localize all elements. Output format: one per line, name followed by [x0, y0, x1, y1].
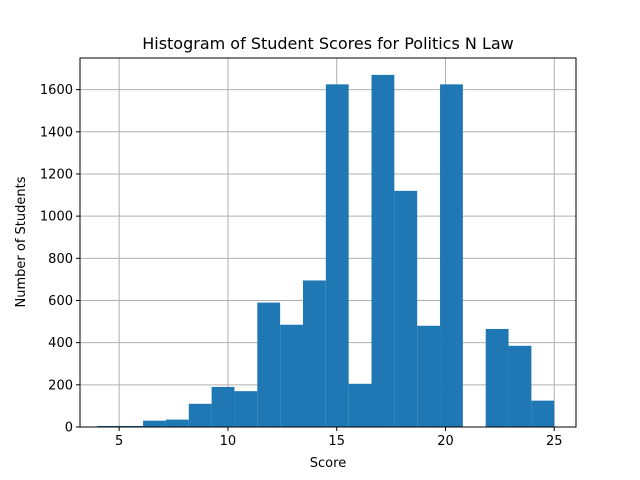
histogram-bar — [531, 400, 555, 427]
histogram-bar — [394, 190, 418, 427]
histogram-bar — [97, 425, 121, 427]
x-tick-label: 10 — [220, 434, 237, 449]
y-tick-label: 400 — [48, 336, 73, 351]
histogram-bar — [165, 419, 189, 427]
histogram-bar — [280, 324, 303, 427]
histogram-bar — [348, 383, 372, 427]
histogram-bar — [417, 325, 441, 427]
histogram-bar — [325, 84, 349, 427]
histogram-bar — [257, 302, 281, 427]
histogram-bar — [440, 84, 463, 427]
histogram-bar — [234, 391, 258, 427]
y-tick-label: 1000 — [40, 210, 73, 225]
bars-layer — [97, 74, 555, 428]
histogram-bar — [508, 345, 532, 427]
y-tick-label: 1200 — [40, 167, 73, 182]
x-axis-label: Score — [310, 456, 346, 471]
histogram-bar — [371, 74, 395, 428]
histogram-bar — [143, 420, 166, 427]
histogram-bar — [188, 403, 212, 427]
histogram-bar — [302, 280, 326, 427]
y-tick-label: 800 — [48, 252, 73, 267]
y-tick-label: 600 — [48, 294, 73, 309]
histogram-bar — [120, 425, 144, 427]
y-tick-label: 1400 — [40, 125, 73, 140]
chart-title: Histogram of Student Scores for Politics… — [142, 34, 514, 53]
x-tick-label: 5 — [115, 434, 123, 449]
y-axis-label: Number of Students — [14, 176, 29, 307]
x-tick-label: 25 — [546, 434, 563, 449]
plot-frame — [79, 57, 577, 428]
histogram-bar — [485, 328, 509, 427]
axes-layer: 5 10 15 20 25 0 200 400 600 800 1000 1200 1400 1600 — [40, 57, 577, 449]
y-tick-label: 200 — [48, 378, 73, 393]
x-tick-label: 20 — [437, 434, 454, 449]
y-tick-label: 1600 — [40, 83, 73, 98]
x-tick-label: 15 — [328, 434, 345, 449]
y-tick-label: 0 — [65, 421, 73, 436]
histogram-bar — [211, 386, 235, 427]
